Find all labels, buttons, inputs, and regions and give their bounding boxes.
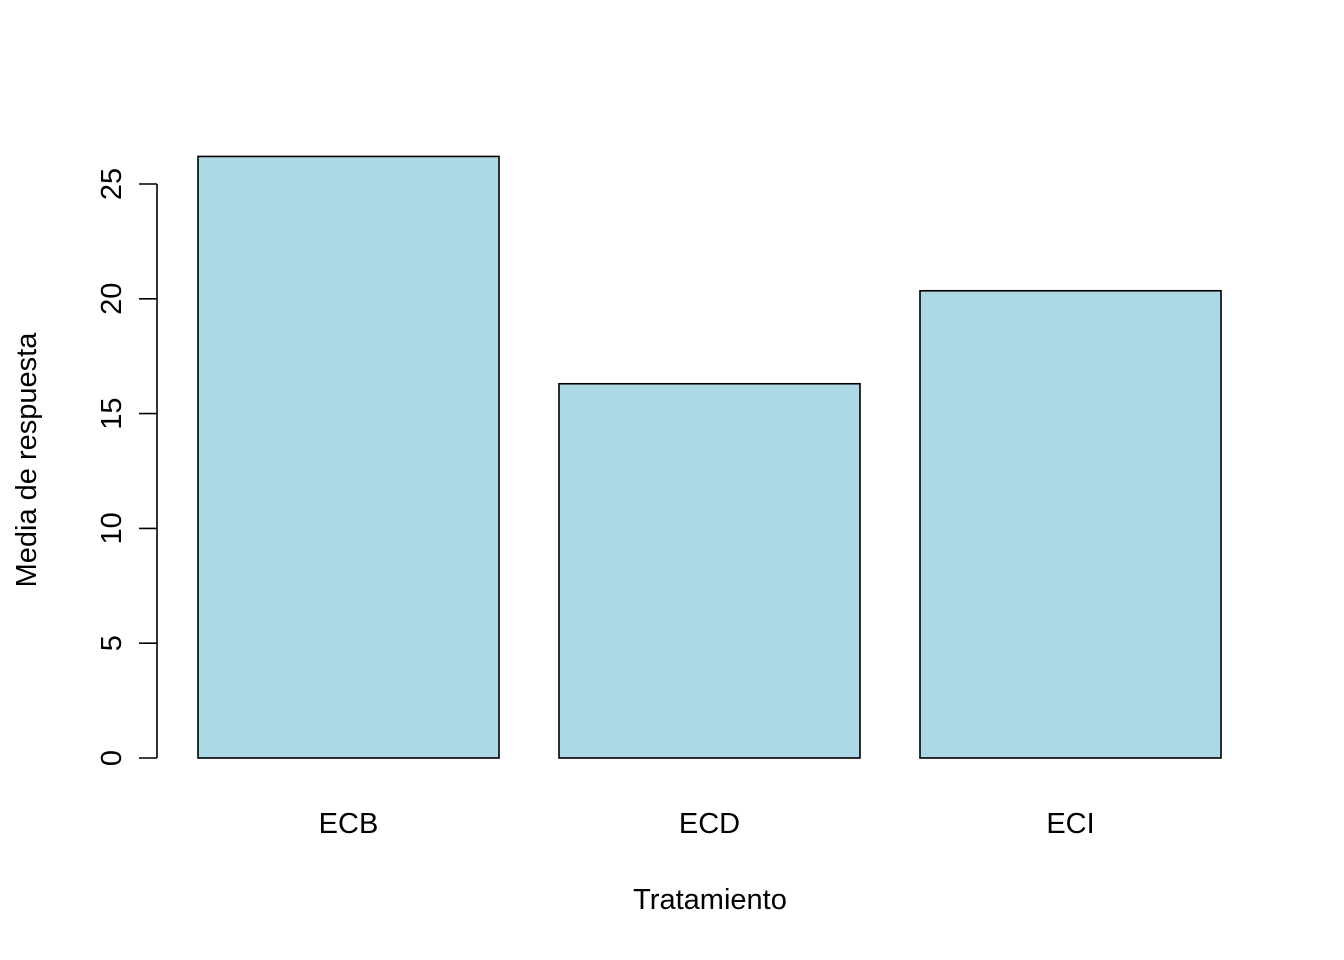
y-tick-label: 25: [96, 168, 128, 200]
y-tick-label: 20: [96, 283, 128, 315]
x-tick-label: ECD: [679, 808, 740, 840]
y-tick-label: 15: [96, 397, 128, 429]
bar-ecd: [558, 382, 861, 759]
y-tick-label: 0: [96, 750, 128, 766]
x-tick-label: ECI: [1046, 808, 1094, 840]
x-tick-label: ECB: [319, 808, 379, 840]
x-axis-title: Tratamiento: [633, 884, 787, 916]
y-axis: 0 5 10 15 20 25: [96, 168, 158, 766]
y-tick-label: 5: [96, 635, 128, 651]
y-axis-title: Media de respuesta: [11, 332, 43, 588]
bar-eci: [919, 289, 1222, 759]
y-tick-label: 10: [96, 512, 128, 544]
bars: [197, 155, 1222, 759]
x-category-labels: ECB ECD ECI: [319, 808, 1095, 840]
bar-ecb: [197, 155, 500, 759]
